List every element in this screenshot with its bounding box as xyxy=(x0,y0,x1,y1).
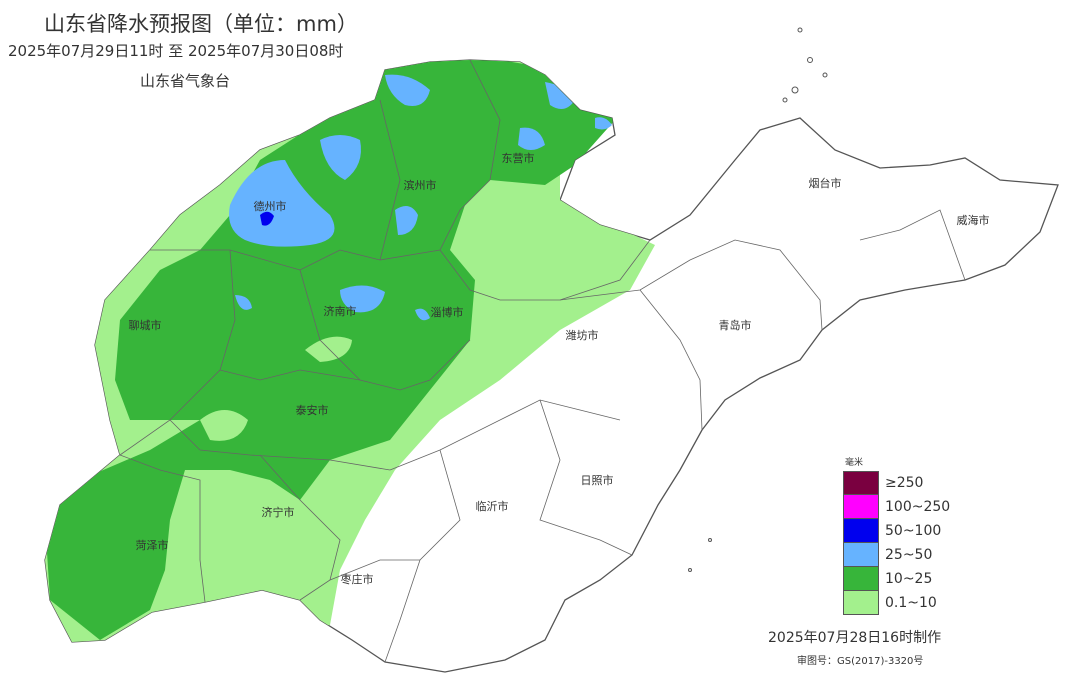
city-label-weihai: 威海市 xyxy=(956,214,990,227)
city-label-liaocheng: 聊城市 xyxy=(128,319,162,332)
legend-item: 100~250 xyxy=(843,495,950,519)
agency-name: 山东省气象台 xyxy=(140,72,231,90)
legend-label: 100~250 xyxy=(885,499,951,515)
rain-zone-0.1-10-patch xyxy=(305,336,352,362)
rain-zone-25-50 xyxy=(229,74,612,321)
city-label-yantai: 烟台市 xyxy=(808,177,842,190)
legend-label: 0.1~10 xyxy=(885,595,937,611)
legend-swatch xyxy=(843,495,879,519)
legend-unit: 毫米 xyxy=(845,458,864,468)
legend-item: 0.1~10 xyxy=(843,591,950,615)
city-label-linyi: 临沂市 xyxy=(475,500,509,513)
production-time: 2025年07月28日16时制作 xyxy=(768,630,942,646)
legend-swatch xyxy=(843,471,879,495)
map-title: 山东省降水预报图（单位：mm） xyxy=(44,12,358,36)
legend-swatch xyxy=(843,519,879,543)
islands xyxy=(688,27,828,572)
city-label-zibo: 淄博市 xyxy=(430,306,464,319)
legend-swatch xyxy=(843,543,879,567)
forecast-period: 2025年07月29日11时 至 2025年07月30日08时 xyxy=(8,42,344,60)
legend-item: 10~25 xyxy=(843,567,950,591)
city-label-zaozhuang: 枣庄市 xyxy=(340,573,374,586)
city-label-dezhou: 德州市 xyxy=(253,200,287,213)
map-approval-number: 审图号：GS(2017)-3320号 xyxy=(797,656,924,667)
rain-zone-0.1-10-patch xyxy=(200,410,248,441)
city-label-jinan: 济南市 xyxy=(323,305,357,318)
city-label-binzhou: 滨州市 xyxy=(403,179,437,192)
legend-swatch xyxy=(843,591,879,615)
city-label-heze: 菏泽市 xyxy=(135,539,169,552)
legend: 毫米 ≥250 100~250 50~100 25~50 10~25 0.1~10 xyxy=(843,455,950,615)
legend-label: 10~25 xyxy=(885,571,933,587)
legend-item: 25~50 xyxy=(843,543,950,567)
legend-item: 50~100 xyxy=(843,519,950,543)
city-label-qingdao: 青岛市 xyxy=(718,319,752,332)
rain-zone-50-100 xyxy=(260,211,274,226)
city-label-taian: 泰安市 xyxy=(295,404,329,417)
city-label-jining: 济宁市 xyxy=(261,506,295,519)
legend-label: ≥250 xyxy=(885,475,924,491)
legend-item: ≥250 xyxy=(843,471,950,495)
city-borders xyxy=(119,59,966,663)
city-label-rizhao: 日照市 xyxy=(580,474,614,487)
city-label-weifang: 潍坊市 xyxy=(565,329,599,342)
legend-label: 50~100 xyxy=(885,523,942,539)
legend-label: 25~50 xyxy=(885,547,933,563)
city-label-dongying: 东营市 xyxy=(501,152,535,165)
legend-swatch xyxy=(843,567,879,591)
